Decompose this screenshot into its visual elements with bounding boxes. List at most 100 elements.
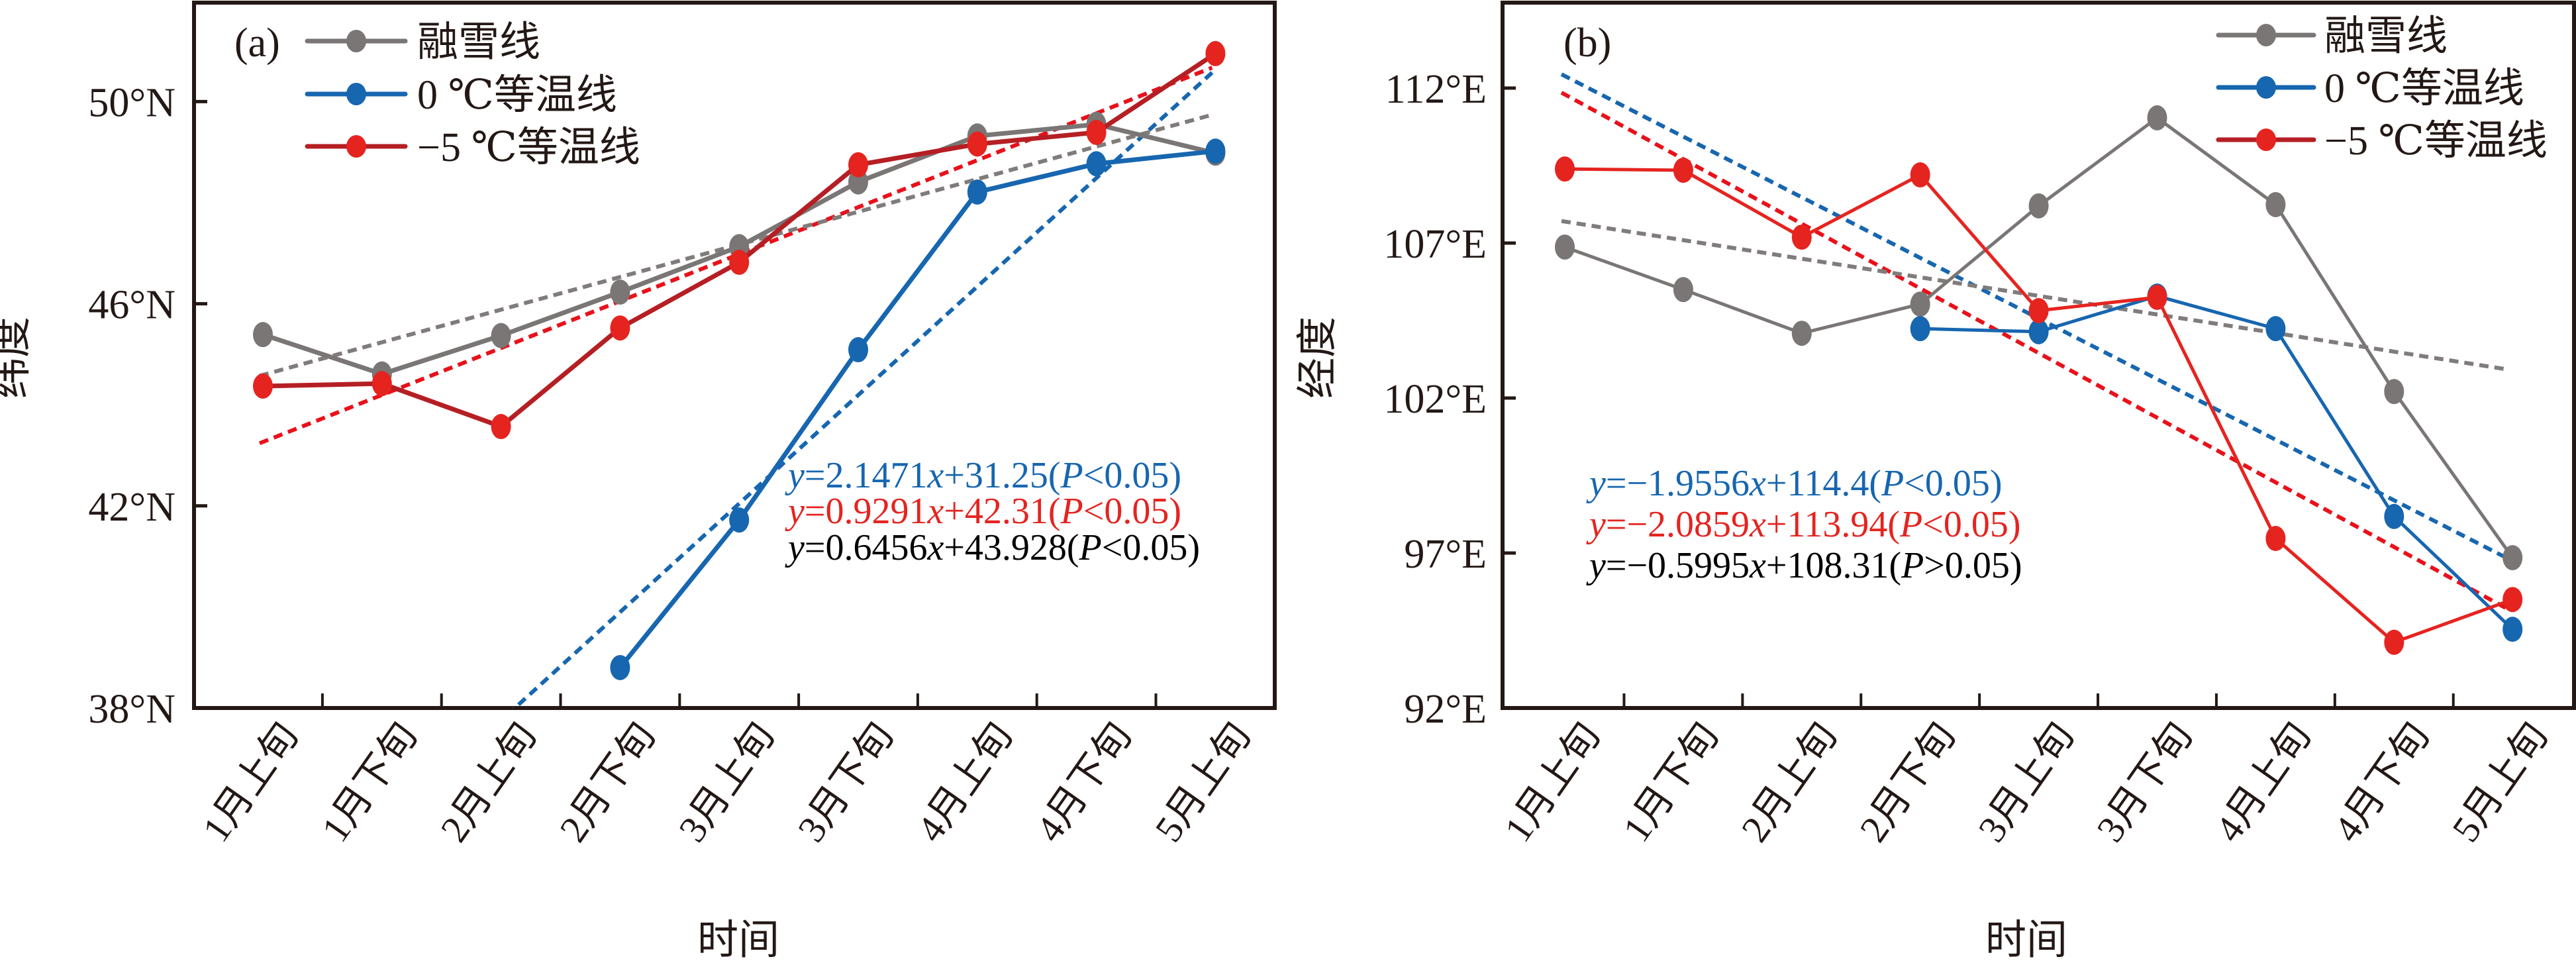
data-point-snowline xyxy=(2265,191,2286,217)
data-point-isotherm_0 xyxy=(729,507,750,533)
y-tick-label: 42°N xyxy=(88,485,175,530)
eq-slope: =−0.5995 xyxy=(1606,545,1750,586)
data-point-isotherm_m5 xyxy=(1910,162,1930,188)
eq-slope: =2.1471 xyxy=(805,455,928,496)
eq-intercept: +42.31( xyxy=(944,491,1060,532)
eq-x: x xyxy=(926,491,944,532)
eq-slope: =0.9291 xyxy=(805,491,928,532)
y-axis-title: 经度 xyxy=(1295,317,1340,399)
x-tick-label: 3月上旬 xyxy=(670,715,783,850)
x-tick-label: 2月下旬 xyxy=(1852,715,1964,850)
x-tick-label: 1月下旬 xyxy=(313,715,426,850)
data-point-isotherm_0 xyxy=(1910,316,1930,342)
eq-significance: <0.05) xyxy=(1904,463,2002,504)
legend-item: 0 ℃等温线 xyxy=(2216,66,2524,111)
regression-equation: y=−0.5995x+108.31(P>0.05) xyxy=(1586,545,2022,586)
legend-marker xyxy=(346,30,366,52)
data-point-snowline xyxy=(2384,379,2404,405)
eq-p: P xyxy=(1079,527,1102,568)
x-axis-title: 时间 xyxy=(1985,918,2067,963)
trendline-isotherm_0 xyxy=(1560,72,2510,562)
eq-intercept: +114.4( xyxy=(1766,463,1881,504)
panel-tag: (b) xyxy=(1563,21,1611,66)
data-point-isotherm_m5 xyxy=(2028,298,2049,324)
data-point-isotherm_m5 xyxy=(372,371,392,397)
data-point-isotherm_0 xyxy=(848,337,868,363)
eq-y: y xyxy=(1586,463,1606,504)
regression-equation: y=−2.0859x+113.94(P<0.05) xyxy=(1586,504,2021,545)
regression-equation: y=−1.9556x+114.4(P<0.05) xyxy=(1586,463,2003,504)
trendline-isotherm_0 xyxy=(511,71,1214,708)
data-point-isotherm_m5 xyxy=(2502,587,2523,613)
eq-y: y xyxy=(1586,545,1606,586)
eq-y: y xyxy=(785,527,805,568)
x-tick-label: 5月上旬 xyxy=(1146,715,1259,850)
eq-significance: <0.05) xyxy=(1922,504,2020,545)
legend-item: 0 ℃等温线 xyxy=(305,73,617,118)
legend-label: 0 ℃等温线 xyxy=(2324,66,2524,111)
data-point-snowline xyxy=(1791,321,1812,346)
data-point-isotherm_0 xyxy=(2384,503,2404,529)
x-tick-label: 2月下旬 xyxy=(551,715,664,850)
y-tick-label: 112°E xyxy=(1385,67,1487,112)
eq-slope: =−2.0859 xyxy=(1606,504,1750,545)
series-line-isotherm_0 xyxy=(1920,294,2514,631)
eq-p: P xyxy=(1901,545,1924,586)
data-point-isotherm_0 xyxy=(967,179,987,205)
eq-p: P xyxy=(1881,463,1904,504)
trendline-snowline xyxy=(1561,219,2510,372)
regression-equation: y=0.9291x+42.31(P<0.05) xyxy=(785,491,1181,532)
regression-equation: y=0.6456x+43.928(P<0.05) xyxy=(785,527,1200,568)
data-point-snowline xyxy=(1555,234,1575,260)
legend-marker xyxy=(346,135,366,158)
plot-frame xyxy=(1501,1,2576,710)
eq-intercept: +31.25( xyxy=(944,455,1060,496)
plot-area xyxy=(253,40,1226,708)
data-point-isotherm_m5 xyxy=(967,131,987,157)
eq-x: x xyxy=(926,455,944,496)
legend-label: 融雪线 xyxy=(2324,14,2448,59)
data-point-snowline xyxy=(2028,193,2049,219)
x-tick-label: 3月上旬 xyxy=(1970,715,2083,850)
x-tick-label: 1月上旬 xyxy=(1496,715,1609,850)
x-tick-label: 4月下旬 xyxy=(2325,715,2438,850)
data-point-isotherm_m5 xyxy=(610,315,630,341)
eq-significance: <0.05) xyxy=(1083,455,1181,496)
y-axis-title: 纬度 xyxy=(0,317,34,399)
eq-y: y xyxy=(785,455,805,496)
x-tick-label: 4月上旬 xyxy=(909,715,1021,850)
data-point-snowline xyxy=(1673,277,1693,303)
eq-p: P xyxy=(1060,455,1083,496)
eq-x: x xyxy=(1749,545,1766,586)
y-tick-label: 107°E xyxy=(1383,222,1487,267)
data-point-isotherm_m5 xyxy=(729,250,750,276)
x-tick-label: 3月下旬 xyxy=(789,715,902,850)
panel-tag: (a) xyxy=(234,21,280,66)
x-tick-label: 3月下旬 xyxy=(2088,715,2201,850)
legend-label: −5 ℃等温线 xyxy=(2324,119,2548,164)
eq-x: x xyxy=(926,527,944,568)
eq-y: y xyxy=(785,491,805,532)
eq-significance: >0.05) xyxy=(1924,545,2022,586)
data-point-isotherm_0 xyxy=(2028,319,2049,344)
y-tick-label: 102°E xyxy=(1383,377,1487,422)
y-tick-label: 50°N xyxy=(88,80,175,125)
x-tick-label: 4月上旬 xyxy=(2206,715,2319,850)
eq-significance: <0.05) xyxy=(1102,527,1200,568)
data-point-isotherm_m5 xyxy=(1791,225,1812,250)
legend-marker xyxy=(2256,76,2276,99)
data-point-snowline xyxy=(2147,105,2167,130)
regression-equation: y=2.1471x+31.25(P<0.05) xyxy=(785,455,1181,496)
eq-intercept: +108.31( xyxy=(1766,545,1901,586)
x-tick-label: 4月下旬 xyxy=(1028,715,1140,850)
eq-p: P xyxy=(1060,491,1083,532)
x-tick-label: 2月上旬 xyxy=(432,715,545,850)
panel-a-latitude-chart: 38°N 42°N 46°N 50°N 1月上旬 1月下旬 2月上旬 2月下旬 3月上旬 3月下旬… xyxy=(0,1,1277,963)
data-point-snowline xyxy=(2502,545,2523,571)
legend-marker xyxy=(346,83,366,105)
x-tick-label: 2月上旬 xyxy=(1733,715,1846,850)
data-point-isotherm_m5 xyxy=(1555,156,1575,182)
y-tick-label: 46°N xyxy=(88,283,175,328)
legend-item: 融雪线 xyxy=(2216,14,2448,59)
